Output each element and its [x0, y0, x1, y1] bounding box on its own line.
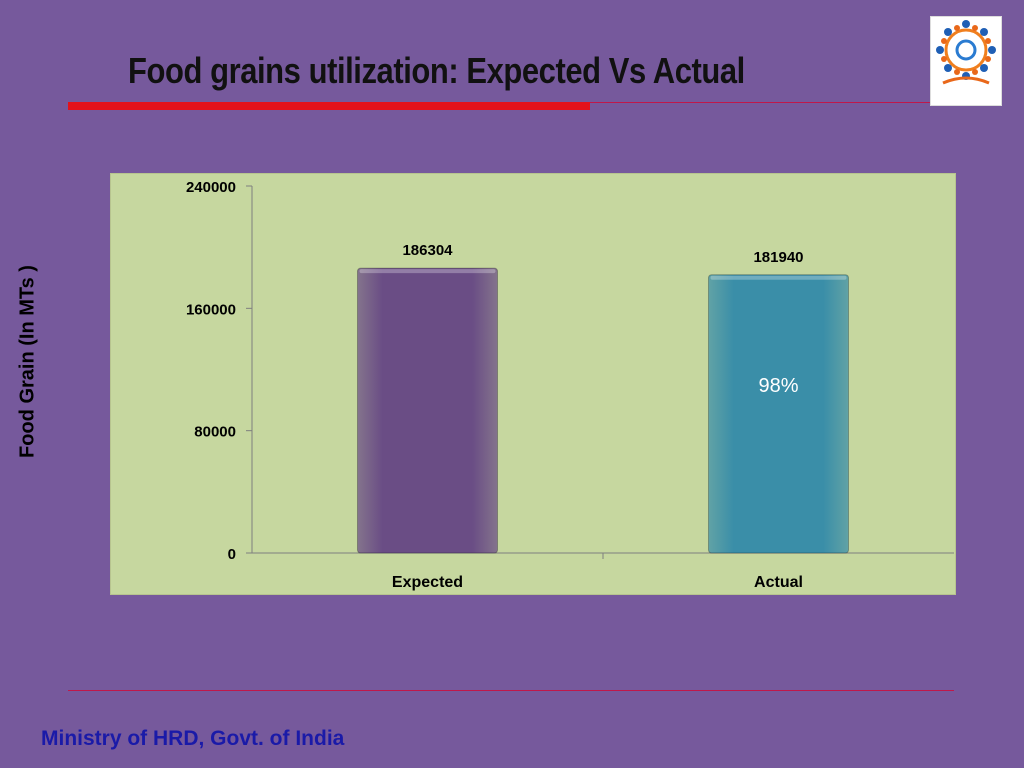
y-tick-label: 0 [228, 546, 236, 563]
y-tick-label: 160000 [186, 301, 236, 318]
bar-highlight [710, 275, 847, 280]
bar-actual [708, 274, 849, 554]
title-underline-thick [68, 102, 590, 110]
footer-text: Ministry of HRD, Govt. of India [41, 727, 345, 750]
x-tick-label: Expected [392, 574, 463, 591]
x-tick-label: Actual [754, 574, 803, 591]
mid-day-meal-scheme-logo-icon [930, 16, 1002, 106]
bar-chart: 0 80000 160000 240000 186304 Expected 181940 Ac… [186, 179, 954, 591]
data-label: 181940 [753, 249, 803, 266]
bar-highlight [359, 269, 496, 274]
footer-divider [68, 690, 954, 691]
y-tick-label: 240000 [186, 179, 236, 196]
data-label: 186304 [402, 242, 453, 259]
bar-expected [357, 267, 498, 554]
slide-title: Food grains utilization: Expected Vs Act… [128, 50, 745, 91]
percentage-annotation: 98% [758, 375, 798, 397]
y-axis-label: Food Grain (In MTs ) [16, 265, 39, 458]
y-tick-label: 80000 [194, 424, 236, 441]
chart-area: 0 80000 160000 240000 186304 Expected 181940 Ac… [110, 173, 956, 595]
